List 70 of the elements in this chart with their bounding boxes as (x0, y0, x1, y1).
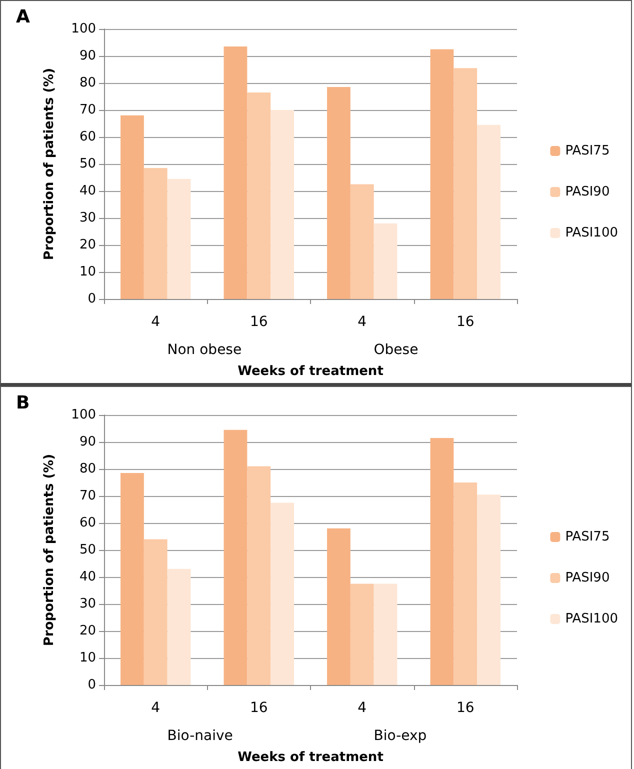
bar (350, 184, 374, 299)
y-tick-label: 20 (79, 238, 96, 252)
legend-label: PASI75 (565, 530, 610, 544)
bar (454, 482, 478, 685)
chart-title: B (16, 392, 30, 414)
text: Obese (374, 342, 418, 358)
bar (144, 539, 168, 685)
text: Bio-exp (374, 728, 427, 744)
chart-title: A (16, 6, 30, 28)
y-tick-label: 40 (79, 184, 96, 198)
y-tick-label: 60 (79, 130, 96, 144)
bar (247, 92, 271, 299)
y-tick-label: 50 (79, 156, 96, 172)
text: Bio-naive (167, 728, 233, 744)
legend-label: PASI100 (565, 226, 618, 240)
bar (430, 438, 454, 685)
bar (270, 502, 294, 685)
y-tick-label: 80 (79, 462, 96, 476)
x-axis-title: Weeks of treatment (238, 750, 384, 765)
x-tick-label: 16 (456, 700, 474, 716)
x-axis-title: Weeks of treatment (238, 364, 384, 379)
bar (224, 430, 248, 685)
y-tick-label: 20 (79, 624, 96, 638)
y-tick-label: 100 (71, 408, 96, 422)
x-tick-label: 4 (358, 314, 367, 330)
y-tick-label: 100 (71, 22, 96, 36)
y-tick-label: 10 (79, 650, 96, 666)
x-tick-label: 16 (250, 314, 268, 330)
y-tick-label: 90 (79, 48, 96, 64)
bar (374, 223, 398, 299)
bar (167, 568, 191, 685)
bar (327, 87, 350, 299)
legend-label: PASI75 (565, 144, 610, 158)
bar (477, 124, 500, 299)
y-tick-label: 70 (79, 102, 96, 118)
x-tick-label: 16 (456, 314, 474, 330)
bar (224, 46, 248, 299)
bar (247, 466, 271, 685)
legend-label: PASI100 (565, 612, 618, 626)
y-tick-label: 40 (79, 570, 96, 584)
bar (477, 494, 500, 685)
x-tick-label: 4 (151, 314, 160, 330)
bar (430, 49, 454, 299)
y-tick-label: 80 (79, 76, 96, 90)
y-tick-label: 60 (79, 516, 96, 530)
x-tick-label: 16 (250, 700, 268, 716)
y-tick-label: 70 (79, 488, 96, 504)
y-tick-label: 10 (79, 264, 96, 280)
x-tick-label: 4 (358, 700, 367, 716)
bar (350, 584, 374, 685)
bar (167, 178, 191, 299)
bar (374, 584, 398, 685)
bar (270, 110, 294, 299)
y-tick-label: 0 (88, 292, 96, 306)
legend-label: PASI90 (565, 184, 610, 200)
y-axis-title: Proportion of patients (%) (42, 68, 57, 260)
y-tick-label: 30 (79, 210, 96, 226)
bar (144, 168, 168, 299)
x-tick-label: 4 (151, 700, 160, 716)
bar (454, 68, 478, 299)
y-axis-title: Proportion of patients (%) (42, 454, 57, 646)
legend-label: PASI90 (565, 570, 610, 586)
bar (120, 473, 144, 685)
y-tick-label: 90 (79, 434, 96, 450)
y-tick-label: 50 (79, 542, 96, 558)
text: Non obese (167, 342, 242, 358)
y-tick-label: 0 (88, 678, 96, 692)
bar (120, 115, 144, 299)
bar (327, 528, 350, 685)
y-tick-label: 30 (79, 596, 96, 612)
